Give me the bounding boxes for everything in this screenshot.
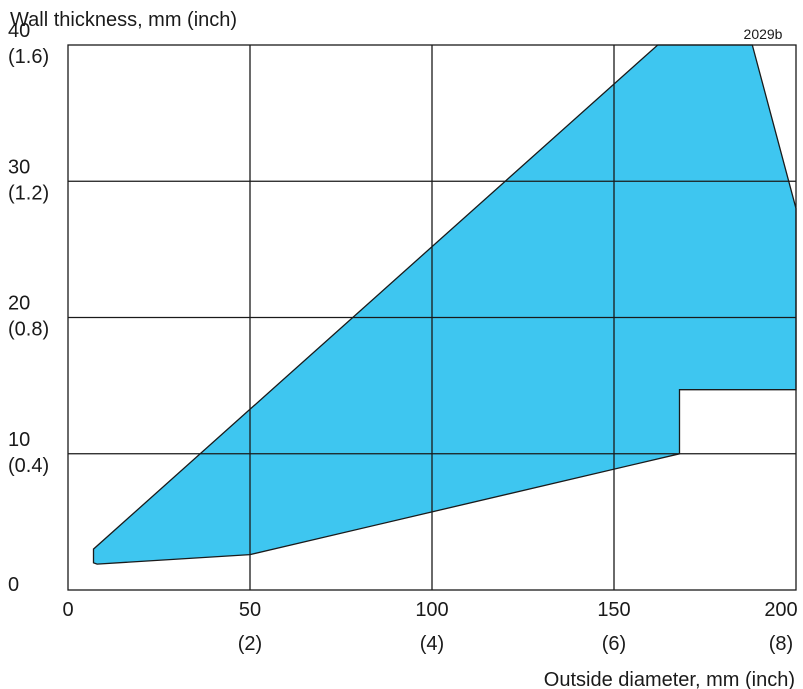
- x-tick-sublabel-100: (4): [420, 633, 444, 655]
- x-tick-label-100: 100: [415, 599, 448, 621]
- y-axis-label: Wall thickness, mm (inch): [10, 9, 237, 31]
- x-tick-labels: 0 50 (2) 100 (4) 150 (6) 200 (8): [62, 599, 797, 655]
- x-tick-label-150: 150: [597, 599, 630, 621]
- y-tick-label-30: 30: [8, 156, 30, 178]
- y-tick-sublabel-30: (1.2): [8, 182, 49, 204]
- x-tick-label-200: 200: [764, 599, 797, 621]
- plot-frame: [67, 44, 797, 591]
- y-tick-labels: 0 10 (0.4) 20 (0.8) 30 (1.2) 40 (1.6): [8, 20, 49, 596]
- y-tick-label-0: 0: [8, 574, 19, 596]
- y-tick-label-20: 20: [8, 293, 30, 315]
- y-tick-label-40: 40: [8, 20, 30, 42]
- x-tick-label-0: 0: [62, 599, 73, 621]
- y-tick-sublabel-20: (0.8): [8, 319, 49, 341]
- x-axis-label: Outside diameter, mm (inch): [544, 669, 795, 689]
- x-tick-sublabel-50: (2): [238, 633, 262, 655]
- figure-code: 2029b: [744, 26, 783, 42]
- y-tick-label-10: 10: [8, 429, 30, 451]
- x-tick-sublabel-150: (6): [602, 633, 626, 655]
- x-tick-label-50: 50: [239, 599, 261, 621]
- feasible-region: [92, 44, 797, 565]
- grid: [68, 45, 796, 590]
- y-tick-sublabel-10: (0.4): [8, 455, 49, 477]
- x-tick-sublabel-200: (8): [769, 633, 793, 655]
- y-tick-sublabel-40: (1.6): [8, 46, 49, 68]
